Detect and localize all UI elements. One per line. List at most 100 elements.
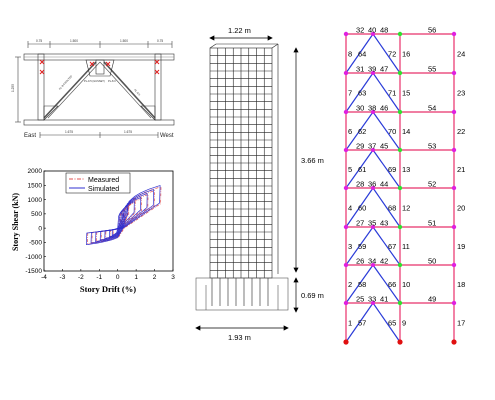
x-tick-label: -4 (41, 274, 47, 281)
frame-element-label: 57 (358, 319, 366, 328)
frame-element-label: 69 (388, 165, 396, 174)
frame-element-label: 48 (380, 26, 388, 35)
frame-node (343, 224, 349, 230)
frame-support-node (451, 339, 457, 345)
y-tick-label: 1000 (28, 197, 43, 204)
frame-support-node (343, 339, 349, 345)
frame-node (371, 110, 375, 114)
frame-node (343, 185, 349, 191)
frame-element-label: 40 (368, 26, 376, 35)
frame-node (343, 300, 349, 306)
brace-note-4: PL-9.5 (133, 88, 141, 97)
frame-element-label: 32 (356, 26, 364, 35)
frame-element-label: 34 (368, 257, 376, 266)
frame-element-label: 26 (356, 257, 364, 266)
frame-element-label: 71 (388, 89, 396, 98)
frame-element-label: 5 (348, 165, 352, 174)
frame-element-label: 19 (457, 242, 465, 251)
top-dim-1: 0.75 (36, 39, 42, 43)
frame-node (451, 224, 457, 230)
frame-node (451, 300, 457, 306)
frame-node (371, 301, 375, 305)
bottom-dim-1: 1.675 (65, 130, 73, 134)
frame-element-label: 60 (358, 204, 366, 213)
frame-element-label: 30 (356, 104, 364, 113)
frame-node (397, 147, 403, 153)
frame-element-label: 18 (457, 280, 465, 289)
frame-node (451, 109, 457, 115)
frame-node (451, 185, 457, 191)
frame-node (343, 31, 349, 37)
frame-element-label: 9 (402, 319, 406, 328)
frame-element-label: 11 (402, 242, 410, 251)
frame-node (397, 300, 403, 306)
frame-element-label: 10 (402, 280, 410, 289)
frame-element-label: 12 (402, 204, 410, 213)
x-axis-label: Story Drift (%) (80, 284, 136, 294)
frame-brace (372, 264, 401, 304)
frame-brace (372, 226, 401, 266)
frame-element-label: 51 (428, 219, 436, 228)
frame-node (451, 262, 457, 268)
east-label: East (24, 133, 36, 139)
bottom-dim-2: 1.675 (124, 130, 132, 134)
frame-element-label: 14 (402, 127, 410, 136)
frame-element-label: 8 (348, 50, 352, 59)
frame-element-label: 17 (457, 319, 465, 328)
frame-element-label: 59 (358, 242, 366, 251)
brace-note-2: PL-9.5 (GUSSET) (84, 79, 105, 83)
frame-node (451, 70, 457, 76)
column-top-dim: 1.22 m (228, 26, 251, 35)
frame-support-node (397, 339, 403, 345)
frame-node (371, 225, 375, 229)
plot-frame (43, 170, 174, 272)
column-base-dim: 0.69 m (301, 291, 324, 300)
frame-node (397, 109, 403, 115)
frame-node (343, 147, 349, 153)
frame-element-label: 16 (402, 50, 410, 59)
frame-brace (345, 149, 374, 189)
frame-element-label: 72 (388, 50, 396, 59)
frame-brace (372, 187, 401, 228)
frame-element-label: 35 (368, 219, 376, 228)
frame-node (371, 186, 375, 190)
left-dim: 1.255 (11, 84, 15, 92)
y-tick-label: 0 (38, 225, 42, 232)
frame-element-label: 27 (356, 219, 364, 228)
column-height-dim: 3.66 m (301, 156, 324, 165)
frame-element-label: 28 (356, 180, 364, 189)
y-tick-label: 2000 (28, 168, 43, 175)
frame-element-label: 49 (428, 295, 436, 304)
y-tick-label: -1500 (25, 268, 42, 275)
y-tick-label: 500 (31, 211, 42, 218)
frame-node (343, 109, 349, 115)
chart-legend: Measured Simulated (65, 172, 131, 194)
frame-node (451, 31, 457, 37)
legend-measured: Measured (88, 177, 119, 184)
frame-brace (372, 111, 401, 151)
frame-node (397, 262, 403, 268)
frame-element-label: 53 (428, 142, 436, 151)
frame-element-label: 39 (368, 65, 376, 74)
frame-element-label: 37 (368, 142, 376, 151)
frame-element-label: 46 (380, 104, 388, 113)
frame-node (371, 32, 375, 36)
frame-element-label: 62 (358, 127, 366, 136)
column-bottom-dim: 1.93 m (228, 333, 251, 342)
frame-node (397, 224, 403, 230)
legend-simulated: Simulated (88, 186, 119, 193)
frame-element-label: 36 (368, 180, 376, 189)
frame-element-label: 68 (388, 204, 396, 213)
frame-element-label: 56 (428, 26, 436, 35)
frame-element-label: 13 (402, 165, 410, 174)
top-dim-2: 1.500 (70, 39, 78, 43)
column-base (195, 277, 289, 311)
frame-element-label: 54 (428, 104, 436, 113)
frame-element-label: 45 (380, 142, 388, 151)
x-tick-label: 1 (134, 274, 138, 281)
frame-element-label: 3 (348, 242, 352, 251)
frame-element-label: 47 (380, 65, 388, 74)
y-tick-label: -1000 (25, 254, 42, 261)
